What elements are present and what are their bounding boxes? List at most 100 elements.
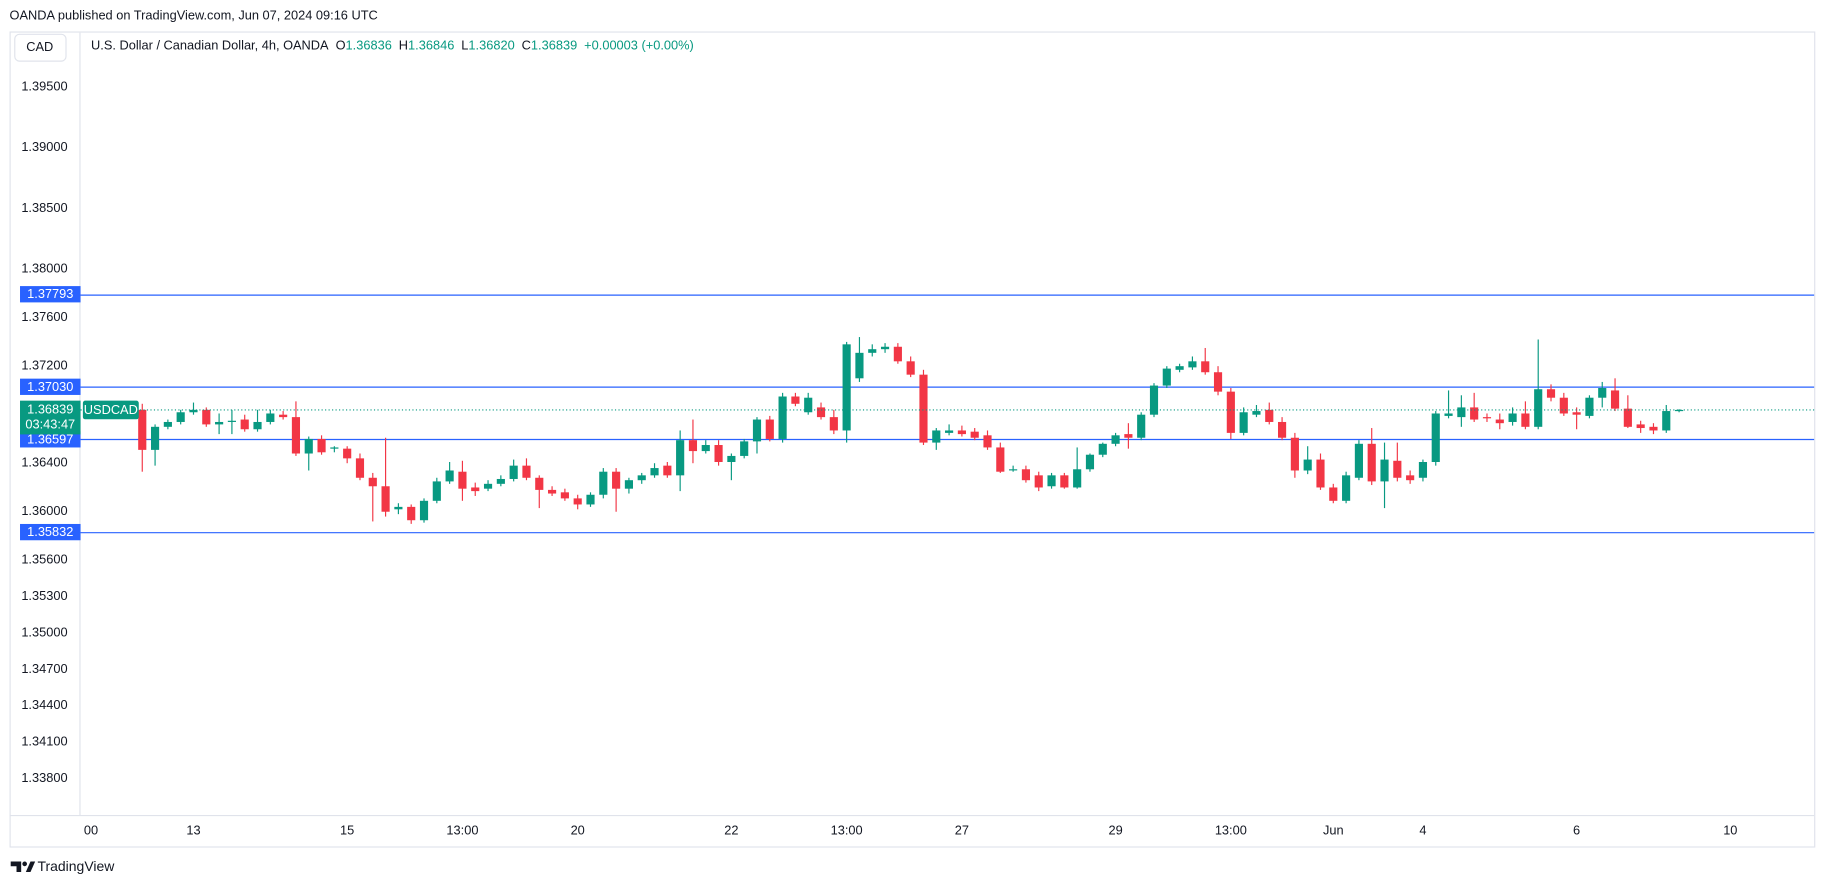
candle-body bbox=[202, 409, 211, 425]
y-tick-label: 1.34700 bbox=[21, 661, 67, 676]
candle-body bbox=[599, 471, 608, 495]
candle-body bbox=[355, 458, 365, 478]
candle-body bbox=[138, 409, 147, 450]
candle-body bbox=[1021, 469, 1031, 481]
published-note: OANDA published on TradingView.com, Jun … bbox=[10, 8, 378, 23]
candle-body bbox=[880, 346, 890, 350]
logo-mark bbox=[10, 861, 22, 873]
symbol-tag: USDCAD bbox=[84, 402, 138, 417]
candle-body bbox=[740, 441, 749, 456]
candle-body bbox=[1457, 407, 1466, 418]
candle-body bbox=[919, 374, 928, 443]
x-tick-label: 10 bbox=[1723, 823, 1737, 838]
y-tick-label: 1.34400 bbox=[21, 697, 67, 712]
candle-body bbox=[1610, 390, 1620, 409]
legend-key: H bbox=[399, 38, 408, 53]
x-tick-label: 27 bbox=[955, 823, 969, 838]
candle-body bbox=[1559, 397, 1568, 414]
candle-body bbox=[663, 465, 672, 476]
symbol-legend: U.S. Dollar / Canadian Dollar, 4h, OANDA… bbox=[91, 38, 694, 53]
y-tick-label: 1.36000 bbox=[21, 503, 67, 518]
countdown: 03:43:47 bbox=[25, 416, 75, 431]
y-tick-label: 1.35000 bbox=[21, 624, 67, 639]
candle-body bbox=[1521, 413, 1530, 427]
level-label: 1.36597 bbox=[27, 431, 73, 446]
candle-body bbox=[1060, 475, 1069, 488]
level-label-box bbox=[20, 286, 81, 303]
candle-body bbox=[1149, 385, 1159, 415]
candle-body bbox=[765, 419, 774, 439]
x-tick-label: 20 bbox=[571, 823, 585, 838]
candle-body bbox=[1354, 443, 1363, 478]
candle-body bbox=[1213, 372, 1223, 392]
candle-body bbox=[330, 447, 339, 449]
candle-body bbox=[176, 412, 185, 422]
last-price-label: 1.36839 bbox=[27, 401, 73, 416]
level-label: 1.35832 bbox=[27, 524, 73, 539]
candle-body bbox=[1047, 475, 1056, 487]
candle-body bbox=[1406, 475, 1415, 481]
currency-button-label[interactable]: CAD bbox=[26, 39, 53, 54]
candle-body bbox=[855, 352, 864, 379]
candle-body bbox=[419, 500, 429, 521]
candle-body bbox=[1162, 368, 1171, 386]
y-tick-label: 1.37600 bbox=[21, 309, 67, 324]
candle-body bbox=[1572, 412, 1581, 415]
candle-body bbox=[1277, 421, 1287, 438]
candle-body bbox=[1585, 397, 1594, 416]
candle-body bbox=[868, 349, 877, 353]
candle-body bbox=[1098, 443, 1107, 455]
candle-body bbox=[906, 361, 915, 375]
candle-body bbox=[983, 435, 992, 448]
pane-frame bbox=[9, 31, 1816, 848]
candle-body bbox=[1495, 419, 1504, 424]
candle-body bbox=[1675, 409, 1684, 412]
candle-body bbox=[714, 445, 723, 462]
candle-body bbox=[509, 465, 518, 479]
y-tick-label: 1.35300 bbox=[21, 588, 67, 603]
candle-body bbox=[804, 397, 813, 413]
x-tick-label: 13:00 bbox=[446, 823, 478, 838]
candle-body bbox=[752, 419, 762, 442]
candle-body bbox=[612, 471, 621, 489]
y-tick-label: 1.39500 bbox=[21, 79, 67, 94]
candle-body bbox=[458, 471, 467, 489]
candle-body bbox=[1316, 459, 1325, 488]
x-tick-label: 13:00 bbox=[831, 823, 863, 838]
candle-body bbox=[701, 445, 710, 452]
candle-body bbox=[163, 421, 172, 427]
legend-key: O bbox=[336, 38, 346, 53]
logo-mark bbox=[25, 861, 36, 873]
logo-dot bbox=[22, 861, 27, 867]
legend-key: C bbox=[522, 38, 531, 53]
candle-body bbox=[1085, 454, 1095, 470]
legend-key: L bbox=[461, 38, 468, 53]
candle-body bbox=[394, 506, 403, 510]
candle-body bbox=[778, 396, 787, 439]
candle-body bbox=[1470, 407, 1479, 420]
candle-body bbox=[1482, 417, 1492, 419]
candle-body bbox=[637, 475, 646, 481]
candle-body bbox=[932, 430, 941, 443]
candle-body bbox=[483, 483, 493, 489]
candle-body bbox=[1431, 413, 1440, 462]
candle-body bbox=[1649, 426, 1658, 431]
candle-body bbox=[560, 492, 569, 499]
y-tick-label: 1.38000 bbox=[21, 261, 67, 276]
y-tick-label: 1.39000 bbox=[21, 139, 67, 154]
candle-body bbox=[1073, 469, 1082, 488]
legend-change: +0.00003 (+0.00%) bbox=[584, 38, 694, 53]
y-tick-label: 1.37200 bbox=[21, 358, 67, 373]
candle-body bbox=[1175, 366, 1184, 370]
y-tick-label: 1.36400 bbox=[21, 455, 67, 470]
candle-body bbox=[1444, 413, 1453, 416]
candle-body bbox=[1546, 389, 1556, 398]
candle-body bbox=[1367, 443, 1376, 482]
x-tick-label: 22 bbox=[724, 823, 738, 838]
currency-button[interactable] bbox=[14, 33, 67, 62]
y-tick-label: 1.34100 bbox=[21, 734, 67, 749]
candle-body bbox=[1598, 388, 1607, 398]
candle-body bbox=[1393, 460, 1402, 478]
